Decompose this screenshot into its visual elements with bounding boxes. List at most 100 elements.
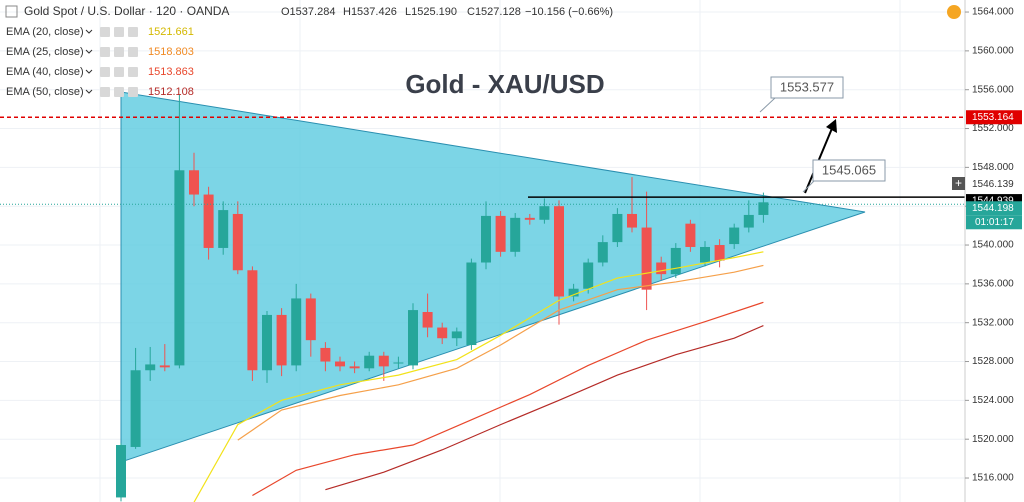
price-axis [965,0,1024,502]
y-tick-label: 1548.000 [972,162,1014,173]
legend-value: 1518.803 [148,46,194,58]
candle-body [232,213,243,271]
candle-body [670,247,681,275]
legend-icon [100,47,110,57]
candle-body [291,298,302,366]
candle-body [627,213,637,228]
candle-body [597,242,608,263]
candle-body [612,213,623,243]
candle-body [393,362,404,364]
candle-body [481,215,491,263]
price-tag [966,177,1022,192]
price-tag-label: 1544.939 [972,196,1014,207]
ohlc-change: −10.156 (−0.66%) [525,6,613,18]
add-button-icon: + [955,176,962,190]
legend-icon [128,67,138,77]
ema-line [193,251,764,502]
axis-labels: 1516.000 1520.000 1524.000 1528.000 1532.000… [965,7,1022,484]
y-tick-label: 1528.000 [972,356,1014,367]
candle-body [305,298,316,341]
legend-value: 1512.108 [148,86,194,98]
candle-body [335,361,345,367]
candle-body [262,314,272,371]
price-tag [966,110,1022,125]
legend-chevron [85,49,93,54]
candle-body [130,370,141,447]
ohlc-close: C1527.128 [467,6,521,18]
candle-body [554,206,564,297]
legend: EMA (20, close) 1521.661 EMA (25, close) 15… [6,26,194,98]
arrow-head [826,119,837,133]
y-tick-label: 1552.000 [972,123,1014,134]
candle-body [495,215,506,252]
legend-icon [100,67,110,77]
candle-body [247,270,258,371]
y-tick-label: 1556.000 [972,84,1014,95]
candle-body [451,331,462,339]
ema-line [237,264,764,441]
ema-line [325,325,764,491]
ema-line [252,301,764,497]
legend-chevron [85,29,93,34]
legend-name: EMA (50, close) [6,86,84,98]
callout-pointer [759,97,776,113]
candle-body [583,262,594,289]
candle-body [189,170,199,195]
candle-body [714,245,725,261]
candle-body [641,227,652,290]
triangle-pattern [120,91,866,463]
y-tick-label: 1532.000 [972,317,1014,328]
candle-body [729,227,740,245]
y-tick-label: 1540.000 [972,240,1014,251]
symbol-icon [5,5,18,18]
candle-body [276,314,287,366]
ohlc-high: H1537.426 [343,6,397,18]
candle-body [568,288,579,297]
candle-body [466,262,477,346]
candle-body [524,217,535,220]
y-tick-label: 1564.000 [972,7,1014,18]
add-button[interactable] [952,177,965,190]
price-tag [966,201,1022,216]
symbol: Gold Spot / U.S. Dollar · 120 · OANDA [24,4,229,18]
legend-chevron [85,69,93,74]
y-tick-label: 1560.000 [972,46,1014,57]
price-tag-label: 1544.198 [972,203,1014,214]
legend-chevron [85,89,93,94]
header: Gold Spot / U.S. Dollar · 120 · OANDA O1… [5,4,613,18]
ohlc-low: L1525.190 [405,6,457,18]
ohlc-open: O1537.284 [281,6,335,18]
candle-body [685,223,696,247]
alert-icon[interactable] [947,5,961,19]
legend-icon [114,47,124,57]
callout-label: 1553.577 [780,79,834,94]
candle-body [145,364,156,371]
legend-icon [128,27,138,37]
price-tag-label: 1553.164 [972,112,1014,123]
plot [0,94,965,502]
candle-body [700,246,710,263]
candle-body [408,310,418,366]
candle-body [656,262,667,275]
candle-body [203,194,214,248]
candle-body [320,347,331,362]
callout-label: 1545.065 [822,162,876,177]
candle-body [437,327,448,339]
legend-icon [100,27,110,37]
callouts: 1553.577 1545.065 [759,76,886,193]
legend-name: EMA (25, close) [6,46,84,58]
y-tick-label: 1520.000 [972,434,1014,445]
candle-body [743,214,754,228]
legend-icon [114,67,124,77]
callout-box [770,76,844,99]
countdown: 01:01:17 [975,217,1014,228]
candle-body [349,366,360,369]
legend-icon [114,27,124,37]
y-tick-label: 1524.000 [972,395,1014,406]
candle-body [539,206,550,220]
candle-body [422,312,433,328]
legend-icon [128,47,138,57]
legend-value: 1521.661 [148,26,194,38]
candle-body [758,202,769,215]
legend-icon [114,87,124,97]
